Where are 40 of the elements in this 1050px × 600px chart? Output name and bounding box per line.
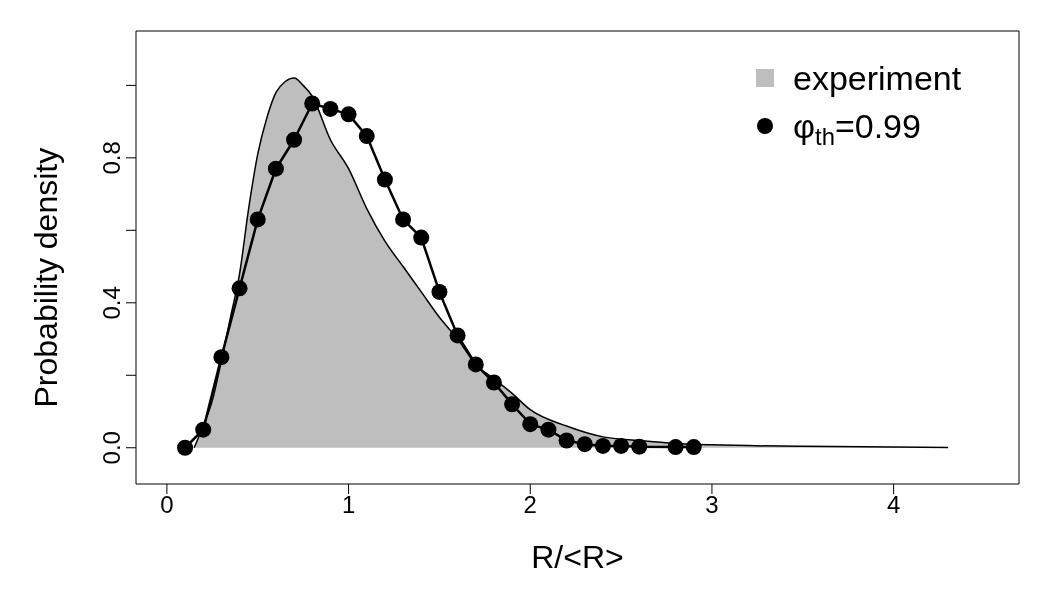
- y-tick-label: 0.4: [98, 286, 125, 320]
- point: [249, 211, 266, 228]
- point: [376, 171, 393, 188]
- point: [195, 421, 212, 438]
- point: [667, 439, 684, 456]
- x-tick-label: 2: [523, 491, 537, 519]
- x-tick-label: 1: [341, 491, 356, 519]
- point: [685, 439, 702, 456]
- y-axis-title: Probability density: [28, 147, 65, 408]
- point: [231, 280, 248, 297]
- x-tick-label: 0: [160, 491, 174, 519]
- point: [286, 131, 303, 148]
- point: [594, 437, 611, 454]
- point: [449, 327, 466, 344]
- point: [631, 438, 648, 455]
- x-tick-label: 3: [705, 491, 719, 519]
- point: [485, 374, 502, 391]
- point: [358, 128, 375, 145]
- x-axis-title: R/<R>: [531, 539, 624, 575]
- point: [177, 439, 194, 456]
- point: [540, 421, 557, 438]
- point: [504, 396, 521, 413]
- point: [395, 211, 412, 228]
- y-tick-label: 0.0: [98, 431, 125, 465]
- point: [522, 416, 539, 433]
- point: [322, 100, 339, 117]
- point: [413, 229, 430, 246]
- point: [431, 283, 448, 300]
- point: [304, 95, 321, 112]
- y-tick-label: 0.8: [98, 141, 125, 175]
- point: [613, 437, 630, 454]
- point: [213, 349, 230, 366]
- point: [467, 356, 484, 373]
- point: [558, 432, 575, 449]
- legend-label: experiment: [793, 58, 962, 99]
- x-tick-label: 4: [886, 491, 901, 519]
- legend-label: φ$_{th}$=0.99: [793, 106, 921, 151]
- point: [340, 106, 357, 123]
- point: [576, 436, 593, 453]
- point: [267, 160, 284, 177]
